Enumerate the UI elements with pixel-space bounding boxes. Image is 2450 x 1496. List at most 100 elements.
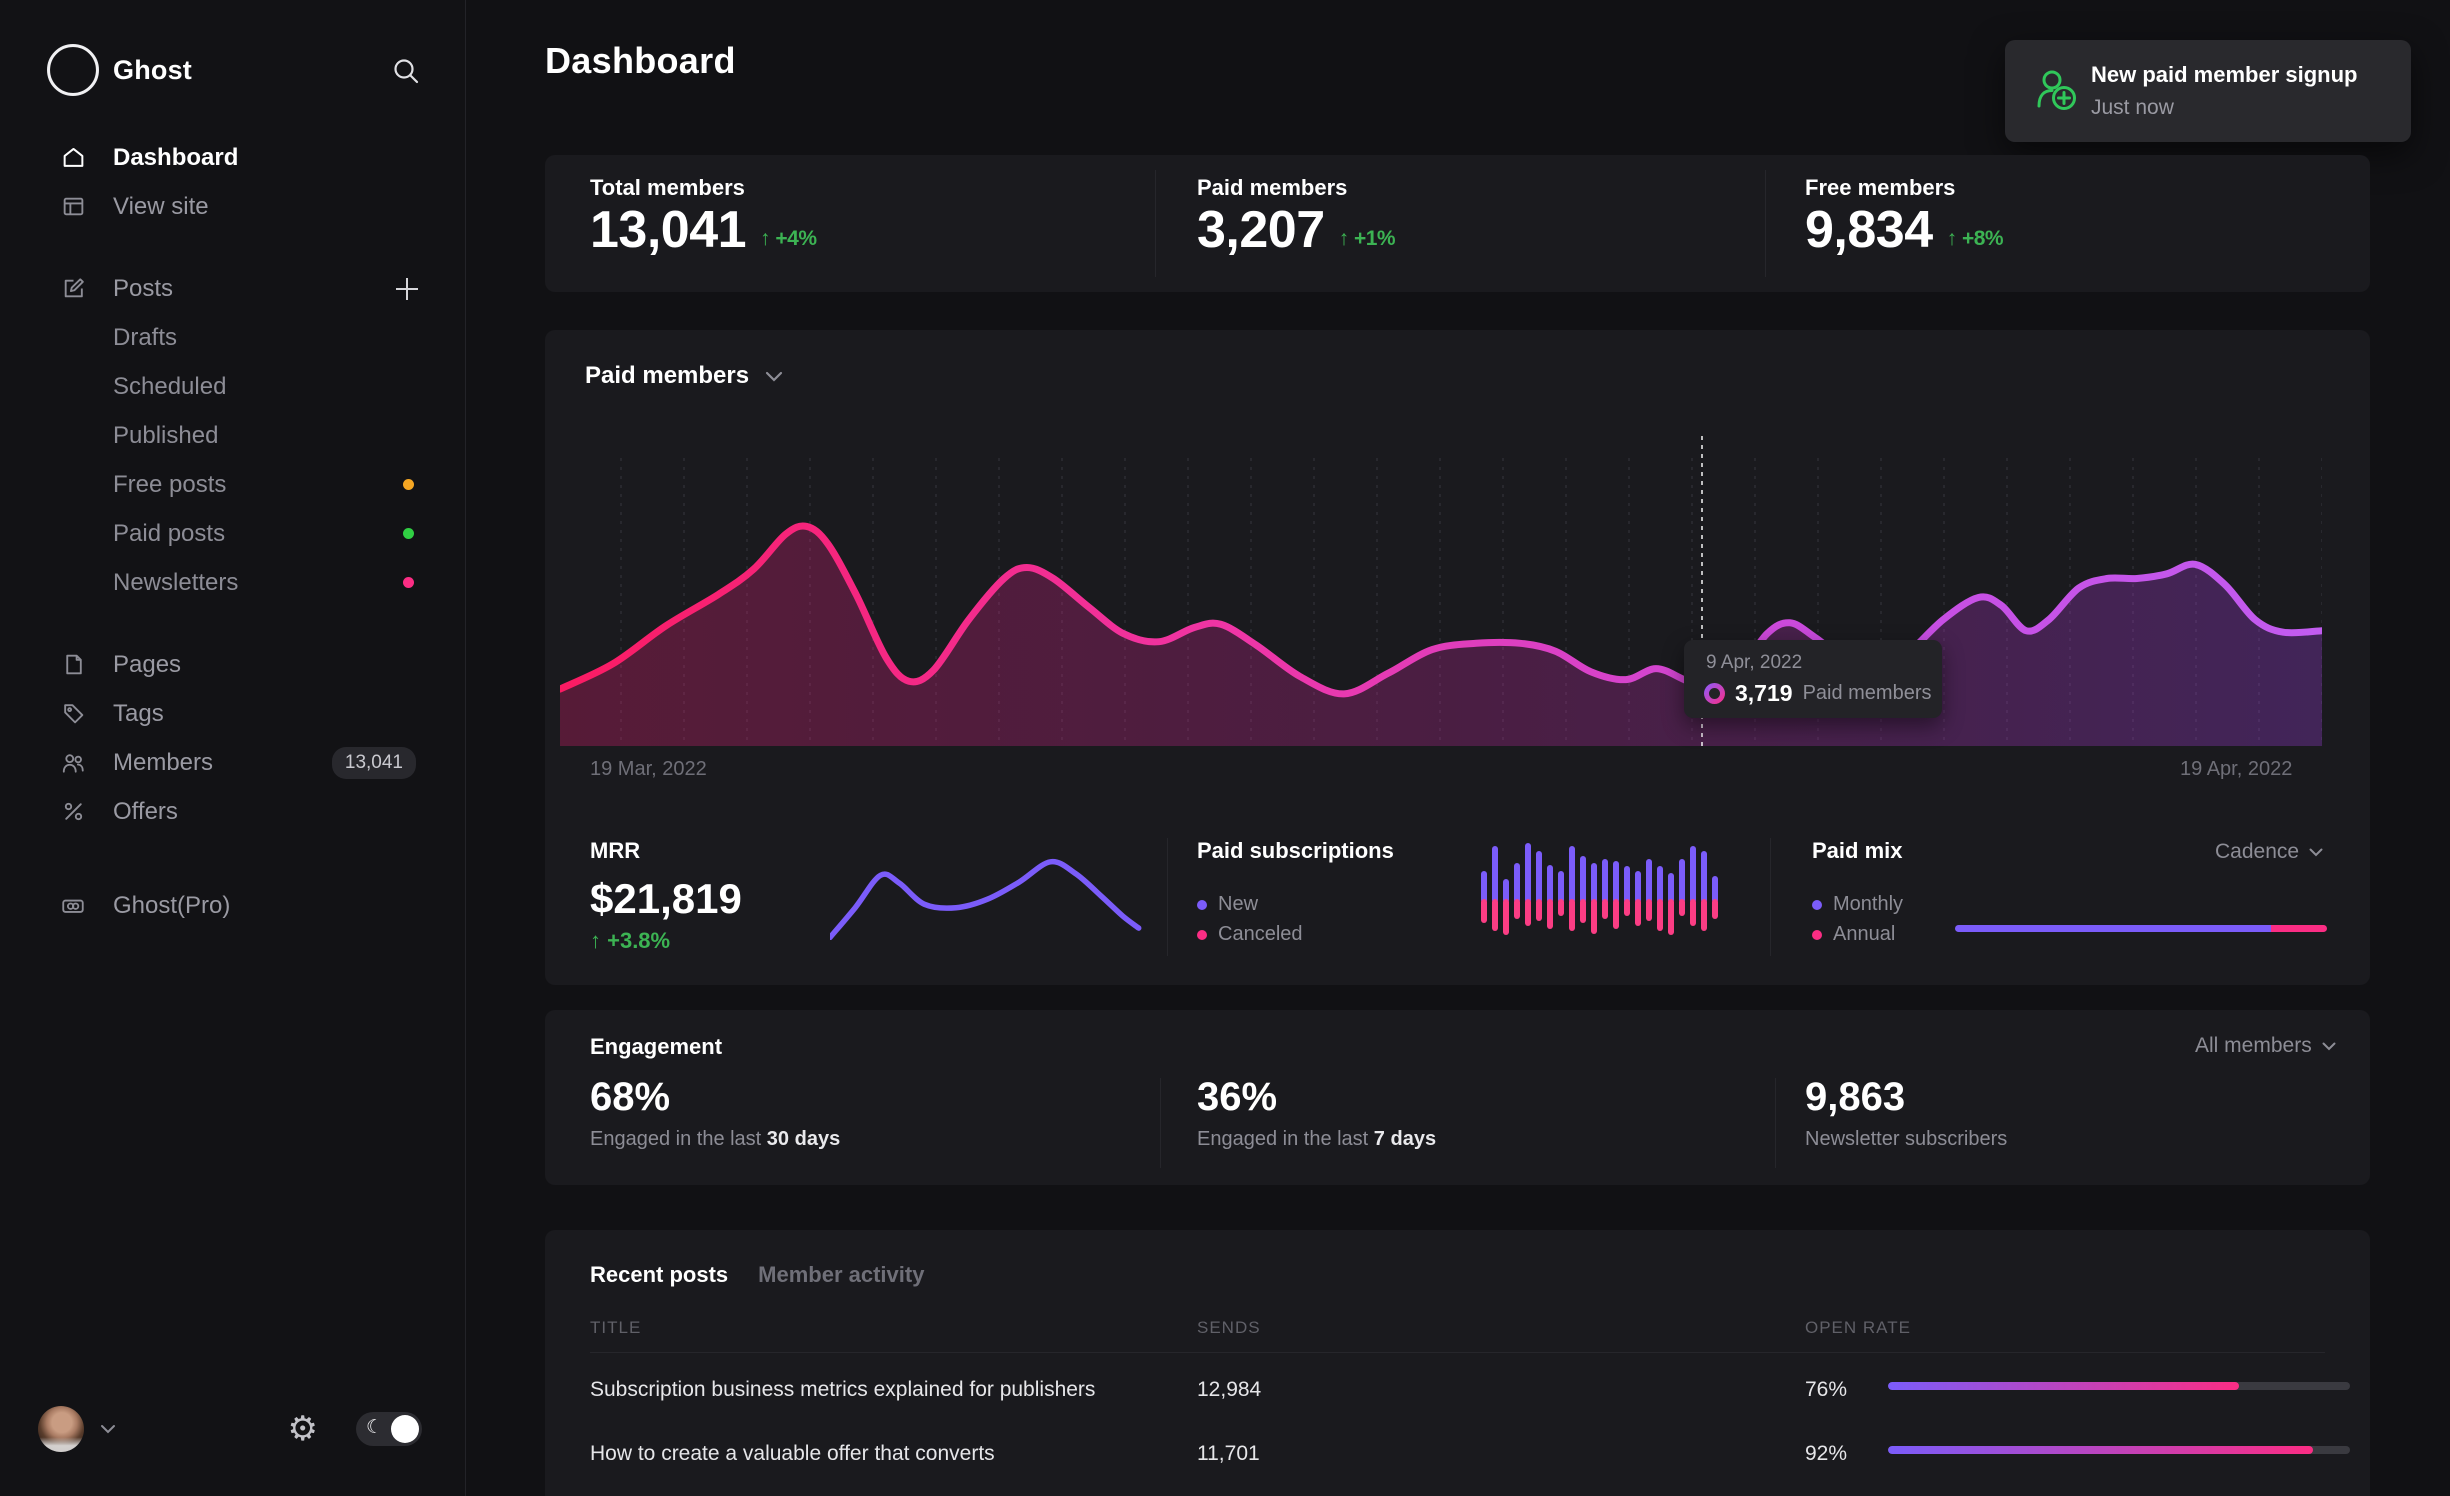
post-title[interactable]: Subscription business metrics explained … xyxy=(590,1378,1095,1402)
sidebar-item-free-posts[interactable]: Free posts xyxy=(0,460,466,509)
stat-label: Total members xyxy=(590,175,745,201)
stat-delta: ↑ +8% xyxy=(1947,227,2003,260)
col-header-open-rate: OPEN RATE xyxy=(1805,1318,1911,1338)
mrr-sparkline xyxy=(830,855,1145,940)
new-dot xyxy=(1197,900,1207,910)
tag-icon xyxy=(60,701,86,727)
paid-posts-dot xyxy=(403,528,414,539)
chevron-down-icon xyxy=(765,371,783,382)
paid-subscriptions-label: Paid subscriptions xyxy=(1197,838,1394,864)
toggle-knob xyxy=(391,1415,419,1443)
stat-value: 3,207↑ +1% xyxy=(1197,200,1395,260)
divider xyxy=(1770,838,1771,956)
chart-end-date: 19 Apr, 2022 xyxy=(2180,758,2292,781)
legend-new: New xyxy=(1197,893,1258,916)
stat-delta: ↑ +1% xyxy=(1339,227,1395,260)
edit-icon xyxy=(60,276,86,302)
browser-icon xyxy=(60,194,86,220)
posts-tabs: Recent posts Member activity xyxy=(590,1262,924,1288)
ghost-pro-icon xyxy=(60,893,86,919)
post-open-rate: 76% xyxy=(1805,1378,1847,1402)
engagement-card xyxy=(545,1010,2370,1185)
tab-recent-posts[interactable]: Recent posts xyxy=(590,1262,728,1288)
legend-monthly: Monthly xyxy=(1812,893,1903,916)
user-avatar[interactable] xyxy=(38,1406,84,1452)
mrr-label: MRR xyxy=(590,838,640,864)
chart-tooltip: 9 Apr, 2022 3,719 Paid members xyxy=(1684,640,1942,718)
sidebar-item-newsletters[interactable]: Newsletters xyxy=(0,558,466,607)
engagement-value: 36% xyxy=(1197,1075,1277,1120)
ghost-logo-icon xyxy=(47,44,99,96)
engagement-caption: Engaged in the last 7 days xyxy=(1197,1128,1436,1151)
post-open-rate: 92% xyxy=(1805,1442,1847,1466)
percent-icon xyxy=(60,799,86,825)
dark-mode-toggle[interactable]: ☾ xyxy=(356,1412,422,1446)
annual-segment xyxy=(2271,925,2327,932)
brand-name: Ghost xyxy=(113,55,192,86)
members-icon xyxy=(60,750,86,776)
page-title: Dashboard xyxy=(545,40,736,82)
paid-mix-bar xyxy=(1955,925,2327,932)
open-rate-bar xyxy=(1888,1382,2350,1390)
tab-member-activity[interactable]: Member activity xyxy=(758,1262,924,1288)
moon-icon: ☾ xyxy=(366,1416,383,1439)
paid-subscriptions-chart xyxy=(1478,833,1723,963)
sidebar-item-view-site[interactable]: View site xyxy=(0,182,466,231)
monthly-dot xyxy=(1812,900,1822,910)
all-members-dropdown[interactable]: All members xyxy=(2195,1034,2336,1058)
add-post-button[interactable] xyxy=(392,274,422,304)
sidebar-item-posts[interactable]: Posts xyxy=(0,264,466,313)
engagement-value: 9,863 xyxy=(1805,1075,1905,1120)
divider xyxy=(1775,1078,1776,1168)
sidebar-item-tags[interactable]: Tags xyxy=(0,689,466,738)
home-icon xyxy=(60,145,86,171)
paid-members-chart-selector[interactable]: Paid members xyxy=(585,362,783,390)
post-title[interactable]: How to create a valuable offer that conv… xyxy=(590,1442,995,1466)
stat-label: Free members xyxy=(1805,175,1955,201)
sidebar-item-drafts[interactable]: Drafts xyxy=(0,313,466,362)
notification-toast[interactable]: New paid member signup Just now xyxy=(2005,40,2411,142)
open-rate-bar xyxy=(1888,1446,2350,1454)
legend-annual: Annual xyxy=(1812,923,1895,946)
series-ring-icon xyxy=(1704,683,1725,704)
stat-value: 13,041↑ +4% xyxy=(590,200,817,260)
page-icon xyxy=(60,652,86,678)
annual-dot xyxy=(1812,930,1822,940)
sidebar-item-dashboard[interactable]: Dashboard xyxy=(0,133,466,182)
engagement-caption: Newsletter subscribers xyxy=(1805,1128,2007,1151)
sidebar-item-paid-posts[interactable]: Paid posts xyxy=(0,509,466,558)
sidebar-item-pages[interactable]: Pages xyxy=(0,640,466,689)
sidebar-footer: ⚙ ☾ xyxy=(0,1406,466,1456)
post-sends: 11,701 xyxy=(1197,1442,1260,1466)
stat-label: Paid members xyxy=(1197,175,1347,201)
mrr-delta: ↑ +3.8% xyxy=(590,928,670,954)
legend-canceled: Canceled xyxy=(1197,923,1303,946)
stat-delta: ↑ +4% xyxy=(760,227,816,260)
chart-start-date: 19 Mar, 2022 xyxy=(590,758,707,781)
search-icon[interactable] xyxy=(391,56,421,86)
user-menu-chevron-icon[interactable] xyxy=(100,1424,116,1434)
free-posts-dot xyxy=(403,479,414,490)
sidebar-item-members[interactable]: Members 13,041 xyxy=(0,738,466,787)
toast-time: Just now xyxy=(2091,96,2174,120)
tooltip-series: Paid members xyxy=(1803,682,1932,705)
sidebar-item-offers[interactable]: Offers xyxy=(0,787,466,836)
newsletters-dot xyxy=(403,577,414,588)
col-header-title: TITLE xyxy=(590,1318,641,1338)
members-count-badge: 13,041 xyxy=(332,747,416,779)
settings-gear-icon[interactable]: ⚙ xyxy=(288,1411,318,1447)
mrr-value: $21,819 xyxy=(590,875,742,923)
ghost-admin-app: Ghost Dashboard View site Posts Drafts S… xyxy=(0,0,2450,1496)
tooltip-date: 9 Apr, 2022 xyxy=(1706,652,1802,674)
col-header-sends: SENDS xyxy=(1197,1318,1261,1338)
cadence-dropdown[interactable]: Cadence xyxy=(2215,840,2323,864)
members-stats-card: Total members 13,041↑ +4% Paid members 3… xyxy=(545,155,2370,292)
canceled-dot xyxy=(1197,930,1207,940)
engagement-title: Engagement xyxy=(590,1034,722,1060)
sidebar-item-scheduled[interactable]: Scheduled xyxy=(0,362,466,411)
paid-members-chart[interactable] xyxy=(560,430,2322,746)
sidebar-item-ghost-pro[interactable]: Ghost(Pro) xyxy=(0,881,466,930)
sidebar-item-published[interactable]: Published xyxy=(0,411,466,460)
engagement-value: 68% xyxy=(590,1075,670,1120)
divider xyxy=(1765,170,1766,277)
